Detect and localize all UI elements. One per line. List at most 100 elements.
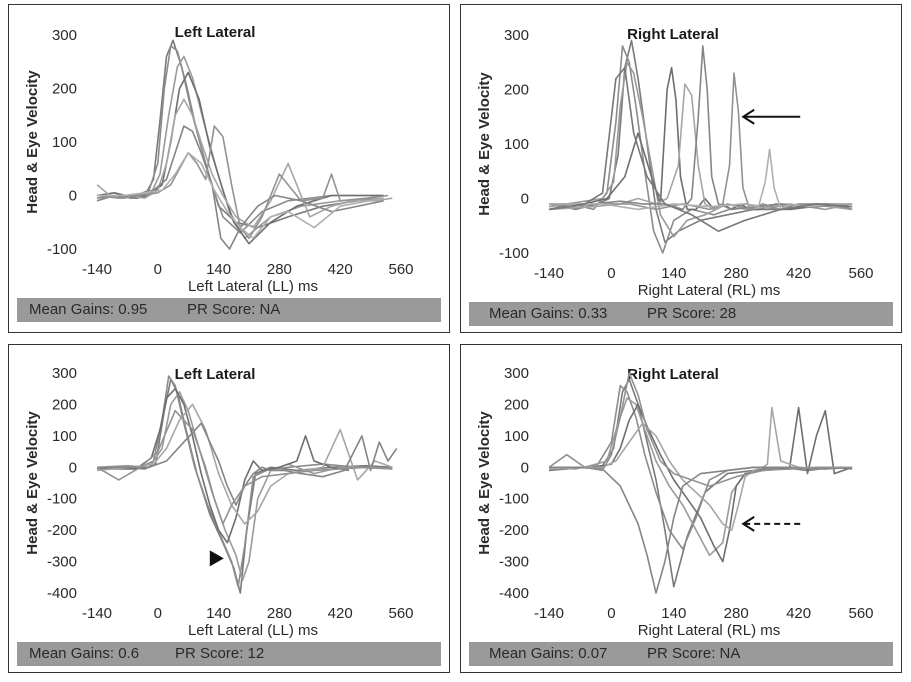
y-tick-label: -100 [47,241,77,258]
y-tick-label: 0 [69,188,77,205]
x-tick-label: 420 [328,261,353,278]
chart-panel-4: Right Lateral Head & Eye Velocity 300 200 10… [460,344,902,673]
y-tick-label: 200 [52,396,77,413]
chart-svg-4: Right Lateral Head & Eye Velocity 300 200 10… [476,365,874,639]
y-tick-label: 300 [52,27,77,44]
chart-title: Right Lateral [627,366,719,383]
x-tick-label: 420 [786,605,811,622]
y-tick-label: -100 [499,491,529,508]
x-tick-label: 0 [154,261,162,278]
y-tick-label: 100 [504,136,529,153]
series-line [548,406,853,531]
pr-score-label: PR Score: NA [647,645,741,662]
chart-title: Left Lateral [175,24,256,41]
x-tick-label: 140 [206,261,231,278]
series-line [96,403,393,525]
chart-title: Right Lateral [627,26,719,43]
y-tick-label: 100 [52,134,77,151]
series-line [96,391,375,582]
y-tick-label: 300 [52,365,77,382]
y-tick-label: -200 [47,522,77,539]
series-line [548,66,853,232]
y-tick-label: -100 [499,245,529,262]
y-tick-label: -200 [499,522,529,539]
y-tick-label: 200 [504,396,529,413]
chart-svg-1: Left Lateral Head & Eye Velocity 300 200 100… [24,24,414,295]
y-axis-label: Head & Eye Velocity [24,70,41,214]
x-tick-label: 420 [786,265,811,282]
x-tick-label: 560 [848,605,873,622]
x-tick-label: 280 [267,261,292,278]
x-tick-label: 0 [607,605,615,622]
x-tick-label: 560 [388,605,413,622]
x-tick-label: 140 [661,265,686,282]
x-tick-label: 0 [154,605,162,622]
annotation-dashed-arrow [741,516,801,532]
y-tick-label: 300 [504,27,529,44]
series-line [548,83,853,211]
x-tick-label: 560 [388,261,413,278]
pr-score-label: PR Score: 12 [175,645,265,662]
x-tick-label: 140 [661,605,686,622]
y-axis-label: Head & Eye Velocity [476,72,493,216]
x-tick-label: 560 [848,265,873,282]
y-tick-label: -300 [47,554,77,571]
y-tick-label: -400 [47,585,77,602]
y-tick-label: -400 [499,585,529,602]
series-line [96,409,393,525]
x-tick-label: 280 [267,605,292,622]
chart-svg-3: Left Lateral Head & Eye Velocity 300 200 100… [24,365,414,639]
stats-footer: Mean Gains: 0.07 PR Score: NA [469,642,893,666]
annotation-arrowhead [209,550,224,567]
y-tick-label: -300 [499,554,529,571]
x-tick-label: -140 [534,265,564,282]
annotation-arrow [741,108,801,125]
series-line [549,45,853,211]
x-tick-label: -140 [534,605,564,622]
pr-score-label: PR Score: NA [187,301,281,318]
x-tick-label: -140 [82,261,112,278]
x-axis-label: Left Lateral (LL) ms [188,622,318,639]
stats-footer: Mean Gains: 0.33 PR Score: 28 [469,302,893,326]
series-line [97,151,384,240]
y-tick-label: 0 [521,459,529,476]
series-line [96,44,384,234]
series-line [96,125,389,240]
mean-gains-label: Mean Gains: 0.6 [29,645,140,662]
series-line [96,387,350,544]
x-tick-label: -140 [82,605,112,622]
stats-footer: Mean Gains: 0.95 PR Score: NA [17,298,441,322]
series-line [549,466,853,594]
series-line [549,403,853,563]
y-tick-label: -100 [47,491,77,508]
y-axis-label: Head & Eye Velocity [476,411,493,555]
y-tick-label: 300 [504,365,529,382]
mean-gains-label: Mean Gains: 0.33 [489,305,608,322]
x-tick-label: 0 [607,265,615,282]
y-tick-label: 200 [52,81,77,98]
series-line [96,55,384,240]
chart-panel-1: Left Lateral Head & Eye Velocity 300 200 100… [8,4,450,333]
x-tick-label: 420 [328,605,353,622]
stats-footer: Mean Gains: 0.6 PR Score: 12 [17,642,441,666]
x-axis-label: Left Lateral (LL) ms [188,278,318,295]
y-tick-label: 100 [504,428,529,445]
y-tick-label: 0 [521,191,529,208]
y-tick-label: 200 [504,82,529,99]
x-tick-label: 280 [724,605,749,622]
mean-gains-label: Mean Gains: 0.95 [29,301,148,318]
pr-score-label: PR Score: 28 [647,305,737,322]
x-axis-label: Right Lateral (RL) ms [638,622,781,639]
chart-panel-2: Right Lateral Head & Eye Velocity 300 200 10… [460,4,902,333]
mean-gains-label: Mean Gains: 0.07 [489,645,608,662]
y-tick-label: 100 [52,428,77,445]
x-tick-label: 140 [206,605,231,622]
series-line [548,372,853,487]
series-line [97,422,398,506]
series-line [96,71,384,245]
chart-svg-2: Right Lateral Head & Eye Velocity 300 200 10… [476,26,874,299]
x-axis-label: Right Lateral (RL) ms [638,282,781,299]
y-tick-label: 0 [69,459,77,476]
chart-title: Left Lateral [175,366,256,383]
chart-panel-3: Left Lateral Head & Eye Velocity 300 200 100… [8,344,450,673]
